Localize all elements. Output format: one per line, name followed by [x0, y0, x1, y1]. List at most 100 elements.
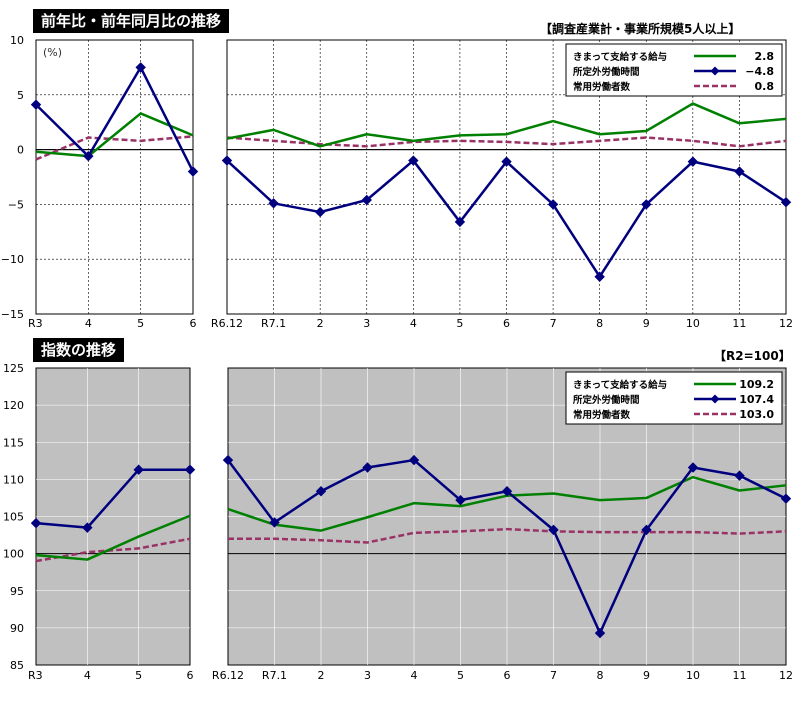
- c1-right-xtick-label: 2: [317, 317, 324, 330]
- c2-right-xtick-label: 6: [504, 669, 511, 682]
- c2-right-xtick-label: 9: [643, 669, 650, 682]
- c2-right-overtime-point: [269, 517, 280, 528]
- c1-ytick-label: −10: [1, 253, 24, 266]
- c2-right-xtick-label: 8: [597, 669, 604, 682]
- c2-left-overtime-point: [82, 522, 93, 533]
- c1-right-overtime-point: [501, 156, 512, 167]
- c1-right-overtime-point: [361, 194, 372, 206]
- c1-left-overtime-point: [83, 150, 94, 162]
- c2-left-overtime-point: [30, 517, 42, 529]
- c1-right-overtime-point: [408, 155, 419, 166]
- c2-right-overtime-point: [455, 494, 466, 506]
- c2-legend-label: 所定外労働時間: [573, 394, 640, 406]
- c2-ytick-label: 90: [10, 622, 24, 635]
- c2-ytick-label: 115: [3, 436, 24, 449]
- c1-legend-label: 所定外労働時間: [573, 66, 640, 78]
- c1-left-xtick-label: 4: [85, 317, 92, 330]
- c2-ytick-label: 85: [10, 659, 24, 672]
- c1-right-overtime-point: [780, 197, 792, 208]
- c1-legend-value: 2.8: [755, 50, 775, 63]
- c2-right-xtick-label: R6.12: [212, 669, 244, 682]
- c2-right-overtime-point: [548, 524, 559, 536]
- c2-ytick-label: 95: [10, 585, 24, 598]
- c2-ytick-label: 100: [3, 548, 24, 561]
- chart2-title: 指数の推移: [33, 338, 125, 362]
- c1-right-xtick-label: 12: [779, 317, 793, 330]
- c1-left-plot-area: [35, 39, 194, 315]
- c1-right-series-wage-line: [226, 102, 787, 148]
- c2-left-xtick-label: 6: [187, 669, 194, 682]
- c1-left-series-overtime-line: [35, 66, 195, 173]
- c1-left-xtick-label: 5: [137, 317, 144, 330]
- c2-right-overtime-point: [222, 454, 234, 466]
- c2-right-overtime-point: [641, 524, 652, 536]
- c1-left-overtime-point: [187, 166, 199, 177]
- c1-right-xtick-label: 6: [503, 317, 510, 330]
- c1-right-xtick-label: 3: [363, 317, 370, 330]
- c1-left-overtime-point: [135, 62, 146, 73]
- c1-right-xtick-label: 7: [550, 317, 557, 330]
- chart2-note: 【R2=100】: [714, 349, 791, 363]
- c2-right-overtime-point: [687, 462, 699, 473]
- c2-left-xtick-label: 5: [135, 669, 142, 682]
- c1-left-series-wage-line: [35, 112, 194, 158]
- c2-legend-box: [565, 371, 783, 425]
- c1-left-overtime-point: [30, 99, 42, 110]
- chart1-title: 前年比・前年同月比の推移: [33, 9, 230, 33]
- c2-left-overtime-point: [133, 464, 144, 475]
- c2-legend-marker-overtime: [710, 394, 720, 404]
- c2-left-xtick-label: R3: [28, 669, 43, 682]
- c1-right-overtime-point: [314, 206, 326, 218]
- c1-right-xtick-label: 11: [732, 317, 746, 330]
- c1-right-xtick-label: 4: [410, 317, 417, 330]
- c2-legend-value: 109.2: [739, 378, 774, 391]
- c2-right-xtick-label: 10: [686, 669, 700, 682]
- c2-right-overtime-point: [362, 462, 373, 473]
- c1-ytick-label: 5: [17, 89, 24, 102]
- c1-right-xtick-label: R6.12: [211, 317, 243, 330]
- c1-ytick-label: 0: [17, 144, 24, 157]
- c2-right-xtick-label: 7: [550, 669, 557, 682]
- c1-right-overtime-point: [454, 216, 466, 228]
- c1-right-series-employees-line: [226, 136, 787, 148]
- c2-right-xtick-label: 12: [779, 669, 793, 682]
- c2-right-xtick-label: 4: [411, 669, 418, 682]
- c2-left-series-wage-line: [35, 514, 191, 561]
- c1-right-xtick-label: 10: [686, 317, 700, 330]
- c1-right-overtime-point: [734, 166, 745, 177]
- c2-left-series-employees-line: [35, 537, 191, 563]
- c1-right-overtime-point: [268, 198, 279, 209]
- c2-legend-label: きまって支給する給与: [573, 379, 667, 391]
- c1-right-overtime-point: [687, 156, 699, 167]
- c2-right-xtick-label: 2: [318, 669, 325, 682]
- c1-legend-value: −4.8: [745, 65, 774, 78]
- c2-right-overtime-point: [315, 486, 327, 497]
- c1-right-overtime-point: [594, 271, 605, 282]
- c2-ytick-label: 105: [3, 511, 24, 524]
- c1-right-overtime-point: [547, 199, 559, 210]
- c2-legend-value: 103.0: [739, 408, 774, 421]
- c1-legend-marker-overtime: [710, 66, 720, 76]
- c2-right-overtime-point: [734, 470, 745, 481]
- c1-legend-label: 常用労働者数: [573, 81, 631, 93]
- c2-right-xtick-label: 5: [457, 669, 464, 682]
- c2-right-xtick-label: 11: [733, 669, 747, 682]
- chart1-note: 【調査産業計・事業所規模5人以上】: [540, 22, 741, 36]
- c2-legend-label: 常用労働者数: [573, 409, 631, 421]
- c2-left-overtime-point: [184, 464, 196, 475]
- c1-right-xtick-label: 8: [596, 317, 603, 330]
- c2-right-xtick-label: 3: [364, 669, 371, 682]
- c1-legend-box: [565, 43, 783, 97]
- c2-right-overtime-point: [408, 454, 420, 466]
- c2-right-overtime-point: [594, 627, 606, 639]
- c2-ytick-label: 110: [3, 473, 24, 486]
- c2-ytick-label: 120: [3, 399, 24, 412]
- c1-ytick-label: 10: [10, 34, 24, 47]
- c2-ytick-label: 125: [3, 362, 24, 375]
- c1-legend-label: きまって支給する給与: [573, 51, 667, 63]
- c1-legend-value: 0.8: [755, 80, 775, 93]
- c1-left-xtick-label: 6: [190, 317, 197, 330]
- c2-right-overtime-point: [780, 493, 792, 504]
- c1-ytick-label: −15: [1, 308, 24, 321]
